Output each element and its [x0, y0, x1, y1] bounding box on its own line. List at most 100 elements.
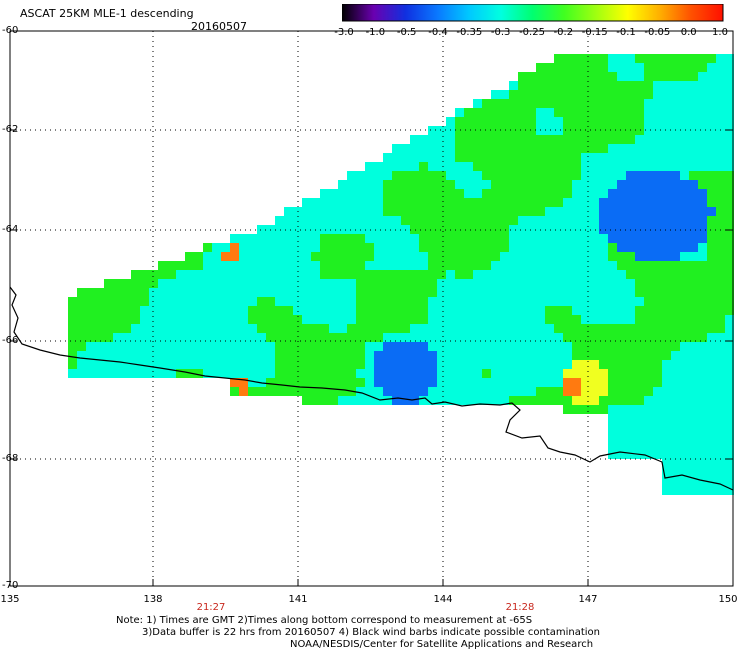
swath-cell	[248, 342, 257, 351]
swath-cell	[446, 315, 455, 324]
swath-cell	[383, 234, 392, 243]
swath-cell	[707, 333, 716, 342]
swath-cell	[716, 441, 725, 450]
swath-cell	[392, 351, 401, 360]
swath-cell	[554, 297, 563, 306]
swath-cell	[626, 378, 635, 387]
swath-cell	[338, 360, 347, 369]
swath-cell	[284, 261, 293, 270]
swath-cell	[275, 234, 284, 243]
swath-cell	[329, 369, 338, 378]
swath-cell	[365, 342, 374, 351]
swath-cell	[257, 297, 266, 306]
swath-cell	[527, 279, 536, 288]
swath-cell	[95, 342, 104, 351]
swath-cell	[410, 144, 419, 153]
swath-cell	[482, 225, 491, 234]
swath-cell	[86, 315, 95, 324]
swath-cell	[320, 369, 329, 378]
swath-cell	[527, 153, 536, 162]
swath-cell	[158, 333, 167, 342]
swath-cell	[707, 486, 716, 495]
swath-cell	[500, 99, 509, 108]
swath-cell	[662, 108, 671, 117]
swath-cell	[212, 369, 221, 378]
swath-cell	[365, 387, 374, 396]
swath-cell	[392, 306, 401, 315]
swath-cell	[572, 387, 581, 396]
swath-cell	[662, 351, 671, 360]
swath-cell	[446, 333, 455, 342]
swath-cell	[653, 306, 662, 315]
swath-cell	[230, 261, 239, 270]
swath-cell	[698, 324, 707, 333]
swath-cell	[500, 252, 509, 261]
swath-cell	[473, 369, 482, 378]
swath-cell	[590, 387, 599, 396]
swath-cell	[680, 54, 689, 63]
swath-cell	[356, 387, 365, 396]
swath-cell	[509, 342, 518, 351]
swath-cell	[527, 261, 536, 270]
swath-cell	[536, 378, 545, 387]
swath-cell	[563, 315, 572, 324]
swath-cell	[680, 126, 689, 135]
swath-cell	[491, 360, 500, 369]
swath-cell	[167, 351, 176, 360]
swath-cell	[662, 81, 671, 90]
swath-cell	[491, 396, 500, 405]
swath-cell	[338, 279, 347, 288]
swath-cell	[131, 297, 140, 306]
swath-cell	[491, 198, 500, 207]
swath-cell	[725, 252, 734, 261]
swath-cell	[383, 207, 392, 216]
swath-cell	[653, 225, 662, 234]
swath-cell	[302, 234, 311, 243]
swath-cell	[131, 315, 140, 324]
swath-cell	[572, 63, 581, 72]
swath-cell	[284, 360, 293, 369]
swath-cell	[374, 387, 383, 396]
swath-cell	[131, 288, 140, 297]
swath-cell	[725, 477, 734, 486]
swath-cell	[203, 315, 212, 324]
swath-cell	[725, 90, 734, 99]
swath-cell	[599, 144, 608, 153]
swath-cell	[248, 333, 257, 342]
swath-cell	[320, 315, 329, 324]
swath-cell	[77, 288, 86, 297]
swath-cell	[365, 378, 374, 387]
swath-cell	[581, 117, 590, 126]
swath-cell	[536, 162, 545, 171]
swath-cell	[203, 279, 212, 288]
swath-cell	[653, 396, 662, 405]
swath-cell	[563, 234, 572, 243]
swath-cell	[68, 324, 77, 333]
swath-cell	[599, 171, 608, 180]
swath-cell	[401, 234, 410, 243]
swath-cell	[527, 351, 536, 360]
swath-cell	[284, 216, 293, 225]
swath-cell	[545, 153, 554, 162]
swath-cell	[698, 135, 707, 144]
swath-cell	[194, 252, 203, 261]
swath-cell	[698, 225, 707, 234]
swath-cell	[716, 315, 725, 324]
swath-cell	[113, 360, 122, 369]
swath-cell	[347, 324, 356, 333]
swath-cell	[617, 450, 626, 459]
swath-cell	[563, 243, 572, 252]
swath-cell	[410, 306, 419, 315]
swath-cell	[689, 387, 698, 396]
swath-cell	[491, 369, 500, 378]
swath-cell	[365, 225, 374, 234]
swath-cell	[671, 423, 680, 432]
swath-cell	[527, 99, 536, 108]
swath-cell	[392, 162, 401, 171]
swath-cell	[491, 180, 500, 189]
swath-cell	[77, 351, 86, 360]
swath-cell	[230, 378, 239, 387]
swath-cell	[437, 189, 446, 198]
swath-cell	[653, 405, 662, 414]
swath-cell	[302, 243, 311, 252]
